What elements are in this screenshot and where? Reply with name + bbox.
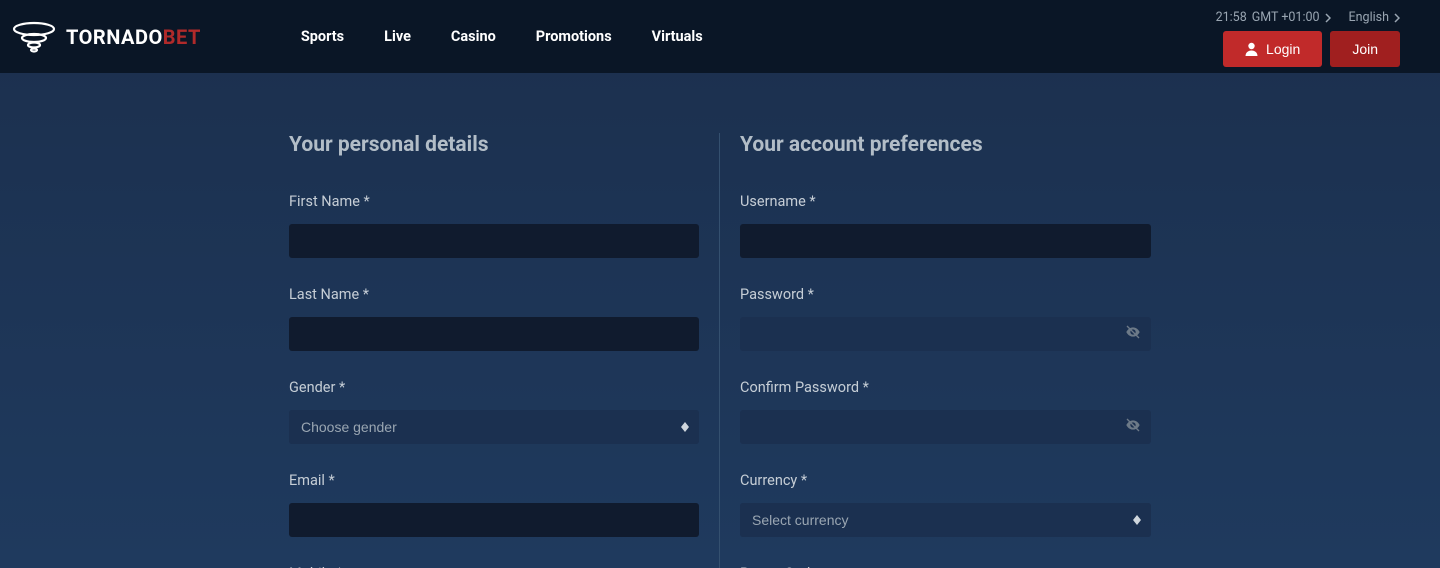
main-content: Your personal details First Name * Last … (0, 73, 1440, 568)
currency-field-group: Currency * (740, 472, 1151, 537)
logo[interactable]: TORNADOBET (10, 20, 201, 54)
email-input[interactable] (289, 503, 699, 537)
gender-label: Gender * (289, 379, 699, 396)
clock-time: 21:58 (1216, 10, 1247, 25)
confirm-password-field-group: Confirm Password * (740, 379, 1151, 444)
username-label: Username * (740, 193, 1151, 210)
email-field-group: Email * (289, 472, 699, 537)
nav-promotions[interactable]: Promotions (536, 28, 612, 45)
gender-field-group: Gender * (289, 379, 699, 444)
gender-select-value (289, 410, 699, 444)
currency-select-value (740, 503, 1151, 537)
last-name-input[interactable] (289, 317, 699, 351)
join-button[interactable]: Join (1330, 31, 1400, 67)
last-name-label: Last Name * (289, 286, 699, 303)
currency-select[interactable] (740, 503, 1151, 537)
password-input[interactable] (740, 317, 1151, 351)
language-label: English (1349, 10, 1389, 25)
clock-tz: GMT +01:00 (1252, 10, 1320, 25)
chevron-right-icon (1325, 13, 1331, 23)
first-name-field-group: First Name * (289, 193, 699, 258)
eye-off-icon[interactable] (1125, 324, 1141, 344)
confirm-password-label: Confirm Password * (740, 379, 1151, 396)
nav-live[interactable]: Live (384, 28, 411, 45)
account-preferences-column: Your account preferences Username * Pass… (720, 133, 1151, 568)
tornado-icon (10, 20, 58, 54)
currency-label: Currency * (740, 472, 1151, 489)
header-meta: 21:58 GMT +01:00 English (1216, 10, 1400, 25)
timezone-selector[interactable]: 21:58 GMT +01:00 (1216, 10, 1331, 25)
confirm-password-input[interactable] (740, 410, 1151, 444)
registration-form: Your personal details First Name * Last … (289, 133, 1151, 568)
user-icon (1245, 42, 1258, 56)
nav-casino[interactable]: Casino (451, 28, 496, 45)
login-button[interactable]: Login (1223, 31, 1322, 67)
email-label: Email * (289, 472, 699, 489)
nav-sports[interactable]: Sports (301, 28, 344, 45)
auth-buttons: Login Join (1223, 31, 1400, 67)
password-field-group: Password * (740, 286, 1151, 351)
personal-details-column: Your personal details First Name * Last … (289, 133, 720, 568)
header: TORNADOBET Sports Live Casino Promotions… (0, 0, 1440, 73)
logo-text: TORNADOBET (66, 25, 201, 49)
password-label: Password * (740, 286, 1151, 303)
language-selector[interactable]: English (1349, 10, 1400, 25)
eye-off-icon[interactable] (1125, 417, 1141, 437)
first-name-label: First Name * (289, 193, 699, 210)
last-name-field-group: Last Name * (289, 286, 699, 351)
login-label: Login (1266, 41, 1300, 57)
nav-virtuals[interactable]: Virtuals (652, 28, 703, 45)
main-nav: Sports Live Casino Promotions Virtuals (301, 28, 703, 45)
join-label: Join (1352, 41, 1378, 57)
gender-select[interactable] (289, 410, 699, 444)
chevron-right-icon (1394, 13, 1400, 23)
first-name-input[interactable] (289, 224, 699, 258)
username-field-group: Username * (740, 193, 1151, 258)
username-input[interactable] (740, 224, 1151, 258)
personal-details-title: Your personal details (289, 133, 699, 157)
account-preferences-title: Your account preferences (740, 133, 1151, 157)
